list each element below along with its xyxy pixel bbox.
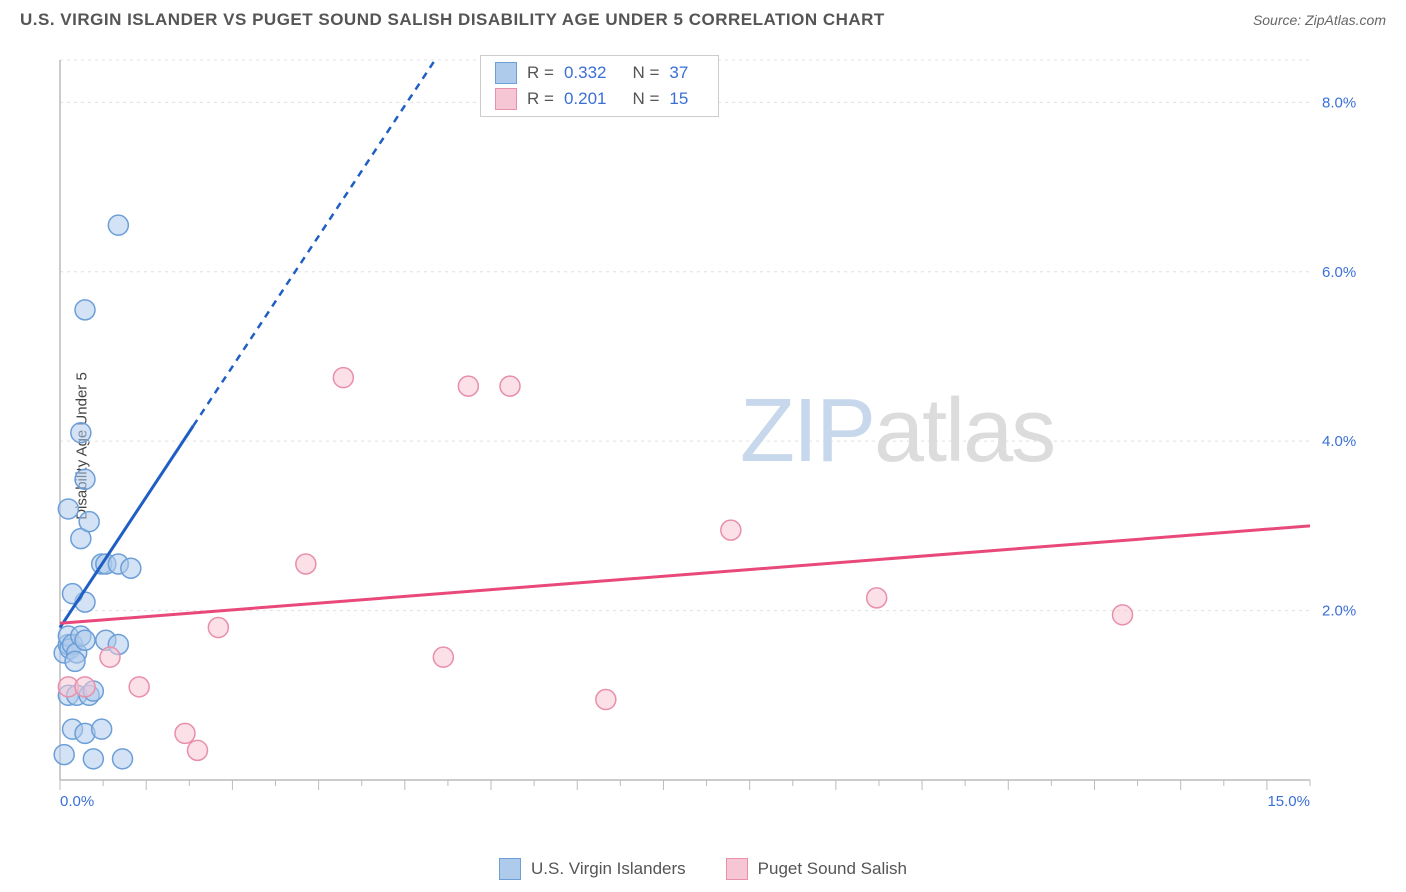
legend-swatch bbox=[499, 858, 521, 880]
svg-text:6.0%: 6.0% bbox=[1322, 264, 1356, 281]
n-value: 15 bbox=[669, 89, 688, 109]
header-bar: U.S. VIRGIN ISLANDER VS PUGET SOUND SALI… bbox=[0, 0, 1406, 35]
legend-swatch bbox=[726, 858, 748, 880]
n-label: N = bbox=[632, 63, 659, 83]
correlation-stat-box: R = 0.332 N = 37 R = 0.201 N = 15 bbox=[480, 55, 719, 117]
svg-text:15.0%: 15.0% bbox=[1267, 793, 1310, 810]
legend-item: U.S. Virgin Islanders bbox=[499, 858, 686, 880]
chart-container: 2.0% 4.0% 6.0% 8.0% 0.0% 15.0% bbox=[50, 50, 1386, 832]
series-swatch bbox=[495, 88, 517, 110]
svg-text:4.0%: 4.0% bbox=[1322, 433, 1356, 450]
source-attribution: Source: ZipAtlas.com bbox=[1253, 12, 1386, 28]
svg-text:2.0%: 2.0% bbox=[1322, 603, 1356, 620]
r-label: R = bbox=[527, 89, 554, 109]
r-value: 0.201 bbox=[564, 89, 607, 109]
legend-label: U.S. Virgin Islanders bbox=[531, 859, 686, 879]
legend-label: Puget Sound Salish bbox=[758, 859, 907, 879]
scatter-chart: 2.0% 4.0% 6.0% 8.0% 0.0% 15.0% bbox=[50, 50, 1370, 810]
bottom-legend: U.S. Virgin Islanders Puget Sound Salish bbox=[0, 858, 1406, 880]
n-value: 37 bbox=[669, 63, 688, 83]
n-label: N = bbox=[632, 89, 659, 109]
series-swatch bbox=[495, 62, 517, 84]
r-label: R = bbox=[527, 63, 554, 83]
svg-text:8.0%: 8.0% bbox=[1322, 94, 1356, 111]
chart-title: U.S. VIRGIN ISLANDER VS PUGET SOUND SALI… bbox=[20, 10, 885, 30]
stat-row: R = 0.332 N = 37 bbox=[481, 60, 718, 86]
stat-row: R = 0.201 N = 15 bbox=[481, 86, 718, 112]
r-value: 0.332 bbox=[564, 63, 607, 83]
svg-text:0.0%: 0.0% bbox=[60, 793, 94, 810]
legend-item: Puget Sound Salish bbox=[726, 858, 907, 880]
